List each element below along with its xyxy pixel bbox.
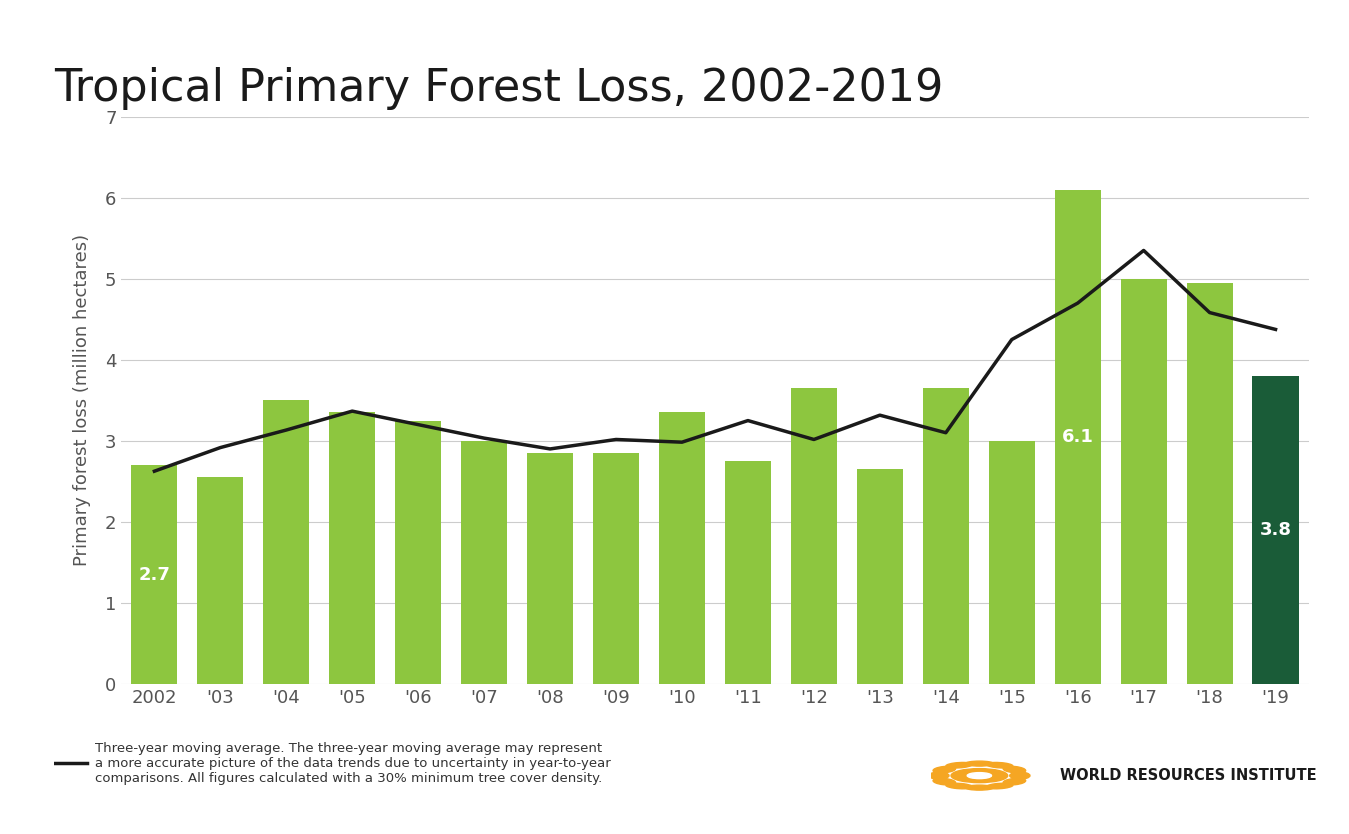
Bar [923, 388, 969, 684]
Bar [989, 441, 1035, 684]
Ellipse shape [928, 772, 948, 779]
Ellipse shape [934, 778, 955, 785]
Circle shape [951, 769, 1008, 782]
Y-axis label: Primary forest loss (million hectares): Primary forest loss (million hectares) [73, 234, 92, 566]
Text: Three-year moving average. The three-year moving average may represent
a more ac: Three-year moving average. The three-yea… [94, 741, 611, 785]
Bar [131, 465, 178, 684]
Ellipse shape [1004, 778, 1025, 785]
Ellipse shape [965, 785, 993, 790]
Text: Tropical Primary Forest Loss, 2002-2019: Tropical Primary Forest Loss, 2002-2019 [54, 67, 943, 110]
Bar [658, 413, 706, 684]
Ellipse shape [934, 766, 955, 773]
Text: 3.8: 3.8 [1260, 521, 1291, 539]
Text: 6.1: 6.1 [1062, 428, 1094, 446]
Bar [857, 470, 902, 684]
Ellipse shape [986, 762, 1013, 768]
Bar [197, 477, 243, 684]
Ellipse shape [946, 783, 973, 789]
Bar [1121, 279, 1167, 684]
Bar [527, 453, 573, 684]
Bar [791, 388, 836, 684]
Bar [594, 453, 639, 684]
Ellipse shape [986, 783, 1013, 789]
Bar [1187, 283, 1233, 684]
Text: GLOBAL
FOREST
WATCH: GLOBAL FOREST WATCH [838, 752, 889, 799]
Bar [263, 400, 309, 684]
Ellipse shape [1009, 772, 1029, 779]
Bar [1055, 189, 1101, 684]
Bar [329, 413, 375, 684]
Bar [1252, 376, 1299, 684]
Ellipse shape [946, 762, 973, 768]
Circle shape [967, 772, 992, 779]
Bar [724, 461, 772, 684]
Text: 2.7: 2.7 [139, 565, 170, 584]
Text: WORLD RESOURCES INSTITUTE: WORLD RESOURCES INSTITUTE [1060, 768, 1317, 783]
Ellipse shape [1004, 766, 1025, 773]
Bar [461, 441, 507, 684]
Ellipse shape [965, 761, 993, 766]
Bar [395, 420, 441, 684]
